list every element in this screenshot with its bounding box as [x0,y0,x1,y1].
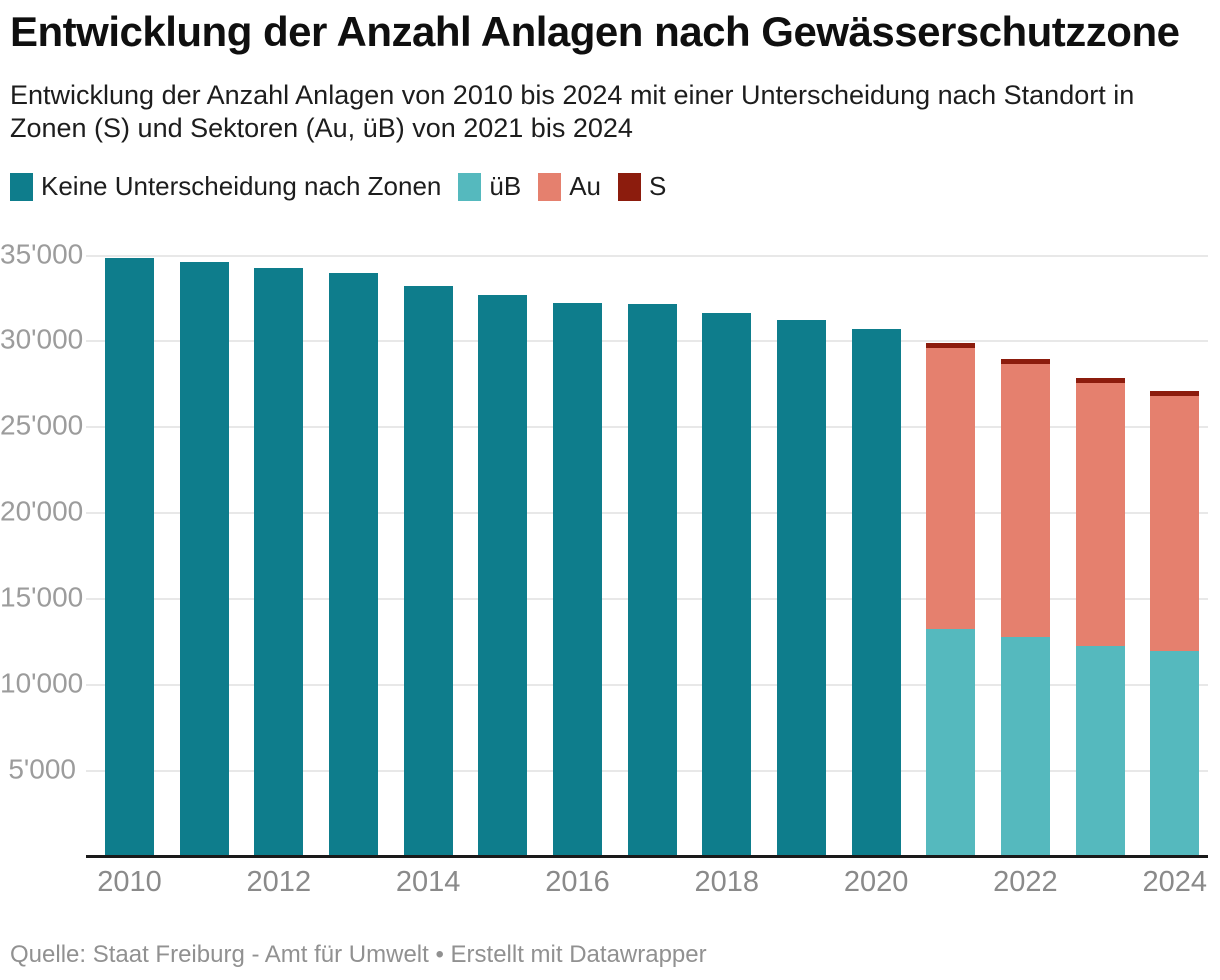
legend-label: üB [489,171,522,201]
legend-label: Au [569,171,602,201]
y-axis-tick-label: 10'000 [0,667,84,699]
y-axis-tick-label: 20'000 [0,496,84,528]
bar-2011[interactable] [179,262,229,857]
bar-segment[interactable] [1000,363,1050,638]
legend-swatch [538,172,562,201]
legend-swatch [458,172,482,201]
y-axis-tick-label: 25'000 [0,410,84,442]
bar-segment[interactable] [403,286,453,857]
bar-2023[interactable] [1075,377,1125,857]
bar-2010[interactable] [105,258,154,857]
x-axis-tick-label: 2014 [395,866,461,898]
x-axis-tick-label: 2016 [545,866,610,898]
bar-segment[interactable] [552,302,602,857]
legend: Keine Unterscheidung nach Zonen üB Au S [10,171,666,202]
y-axis-tick-label: 5'000 [8,753,76,785]
bar-segment[interactable] [702,313,752,857]
bar-segment[interactable] [851,329,901,857]
legend-item-üb: üB [458,171,521,202]
legend-label: S [649,171,667,201]
bar-2022[interactable] [1000,358,1050,857]
x-axis-tick-label: 2010 [97,866,162,898]
legend-item-s: S [618,171,666,202]
bar-2017[interactable] [627,303,677,857]
y-axis-tick-label: 35'000 [0,238,84,270]
source-note: Quelle: Staat Freiburg - Amt für Umwelt … [10,941,707,968]
bar-segment[interactable] [926,629,976,857]
x-axis-tick-label: 2024 [1142,866,1207,898]
legend-label: Keine Unterscheidung nach Zonen [41,171,442,201]
bar-2024[interactable] [1150,391,1200,857]
bar-segment[interactable] [627,303,677,857]
bar-2021[interactable] [926,343,976,857]
bar-segment[interactable] [1075,645,1125,857]
plot-area: 5'000 10'000 15'000 20'000 25'000 30'000 35'00… [0,230,1220,858]
bar-segment[interactable] [926,348,976,630]
x-axis-tick-label: 2018 [694,866,760,898]
bar-segment[interactable] [1150,391,1200,397]
bar-segment[interactable] [1000,358,1050,364]
bar-2014[interactable] [403,286,453,857]
legend-swatch [618,172,642,201]
bar-segment[interactable] [776,319,826,857]
bar-2016[interactable] [552,302,602,857]
bar-segment[interactable] [1150,396,1200,651]
bar-2015[interactable] [478,295,528,857]
legend-item-keine-unterscheidung: Keine Unterscheidung nach Zonen [10,171,441,202]
y-axis-tick-label: 15'000 [0,581,84,613]
x-axis-line [86,855,1208,858]
bar-2019[interactable] [776,319,826,857]
bar-segment[interactable] [926,343,976,349]
bar-segment[interactable] [105,258,154,857]
y-axis-tick-label: 30'000 [0,324,84,356]
gridline [86,254,1208,257]
bar-segment[interactable] [179,262,229,857]
x-axis-tick-label: 2022 [993,866,1058,898]
bar-segment[interactable] [1075,377,1125,383]
x-axis-tick-label: 2020 [843,866,909,898]
bar-segment[interactable] [328,272,378,857]
chart-title: Entwicklung der Anzahl Anlagen nach Gewä… [10,8,1180,55]
bar-2013[interactable] [328,272,378,857]
bar-segment[interactable] [1075,382,1125,646]
bar-2012[interactable] [254,268,304,857]
legend-item-au: Au [538,171,601,202]
chart-subtitle: Entwicklung der Anzahl Anlagen von 2010 … [10,80,1135,143]
x-axis-tick-label: 2012 [246,866,312,898]
bar-segment[interactable] [254,268,304,857]
bar-segment[interactable] [1150,650,1200,857]
bar-segment[interactable] [1000,637,1050,857]
bar-2020[interactable] [851,329,901,857]
bar-segment[interactable] [478,295,528,857]
bar-2018[interactable] [702,313,752,857]
legend-swatch [10,172,33,201]
